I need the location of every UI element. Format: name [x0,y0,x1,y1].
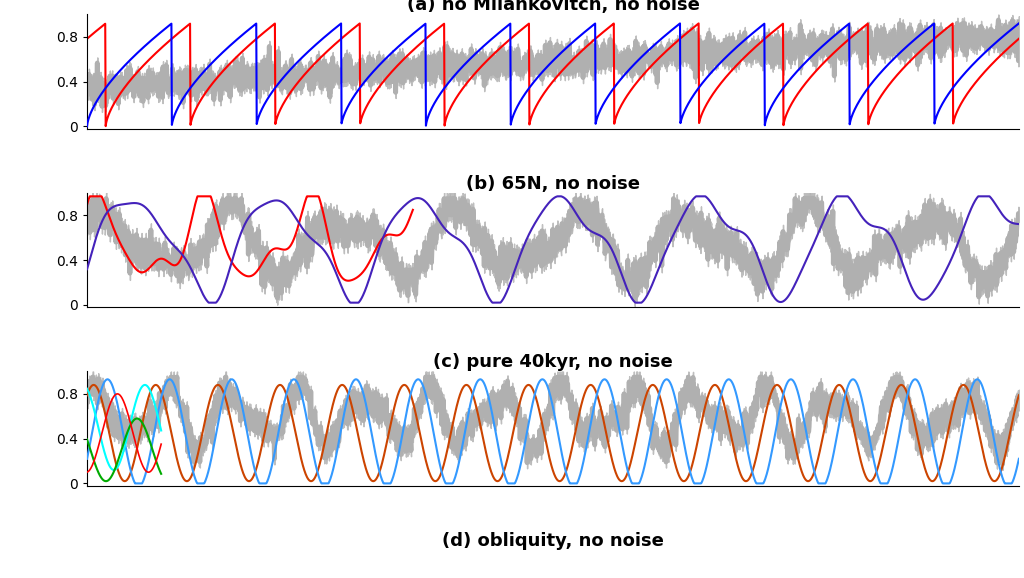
Title: (b) 65N, no noise: (b) 65N, no noise [466,175,640,193]
Title: (c) pure 40kyr, no noise: (c) pure 40kyr, no noise [433,354,673,372]
Title: (d) obliquity, no noise: (d) obliquity, no noise [442,532,664,550]
Title: (a) no Milankovitch, no noise: (a) no Milankovitch, no noise [407,0,699,14]
